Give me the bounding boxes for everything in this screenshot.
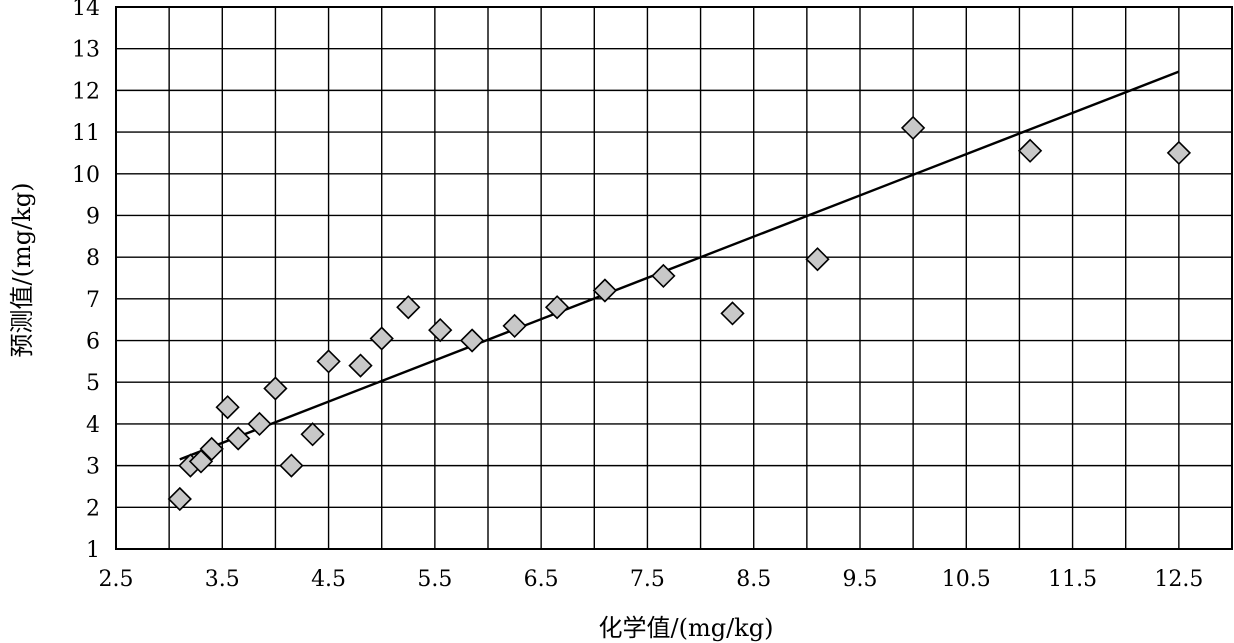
y-tick-label: 6 [86,330,100,355]
data-point [1166,140,1192,166]
y-tick-label: 3 [86,455,100,480]
y-tick-label: 4 [86,413,100,438]
x-tick-label: 2.5 [99,567,134,592]
y-axis-title: 预测值/(mg/kg) [8,183,36,358]
data-point [720,301,745,326]
y-tick-label: 1 [86,538,100,563]
data-point [544,295,570,320]
data-point [279,453,304,478]
data-point [167,486,192,512]
data-point [348,353,373,378]
y-tick-label: 2 [86,496,100,521]
x-tick-label: 4.5 [311,567,346,592]
data-point [300,422,325,447]
x-tick-labels: 2.5 3.5 4.5 5.5 6.5 7.5 8.5 9.5 10.5 11.5 12.5 [99,567,1204,592]
data-point [188,449,214,474]
x-tick-label: 8.5 [736,567,771,592]
y-tick-label: 11 [72,121,100,146]
x-tick-label: 10.5 [942,567,991,592]
x-tick-label: 3.5 [205,567,240,592]
data-point [805,247,830,272]
data-point [502,313,527,339]
fit-line [179,70,1180,461]
data-point [369,326,394,351]
data-point [316,349,341,374]
data-point [459,328,485,353]
data-point [263,376,288,401]
data-point [247,411,272,437]
y-tick-label: 8 [86,246,100,271]
plot-frame [115,6,1233,550]
x-tick-label: 12.5 [1154,567,1203,592]
x-tick-label: 11.5 [1048,567,1097,592]
data-point [428,317,453,343]
x-tick-label: 9.5 [843,567,878,592]
data-point [900,115,926,141]
x-tick-label: 7.5 [630,567,665,592]
y-tick-label: 5 [86,371,100,396]
y-tick-label: 10 [72,163,100,188]
x-tick-label: 6.5 [524,567,559,592]
x-tick-label: 5.5 [417,567,452,592]
y-tick-label: 9 [86,204,100,229]
y-tick-label: 13 [72,38,100,63]
grid-lines [116,7,1232,549]
fit-line-group [179,70,1180,461]
data-point [226,426,251,451]
y-tick-label: 14 [72,0,100,21]
data-points [167,115,1192,512]
x-axis-title: 化学值/(mg/kg) [599,614,774,642]
data-point [215,395,240,420]
y-tick-label: 12 [72,79,100,104]
data-point [396,295,421,320]
data-point [1017,138,1043,163]
data-point [592,278,618,303]
data-point [199,436,224,462]
y-tick-label: 7 [86,288,100,313]
data-point [651,263,676,289]
